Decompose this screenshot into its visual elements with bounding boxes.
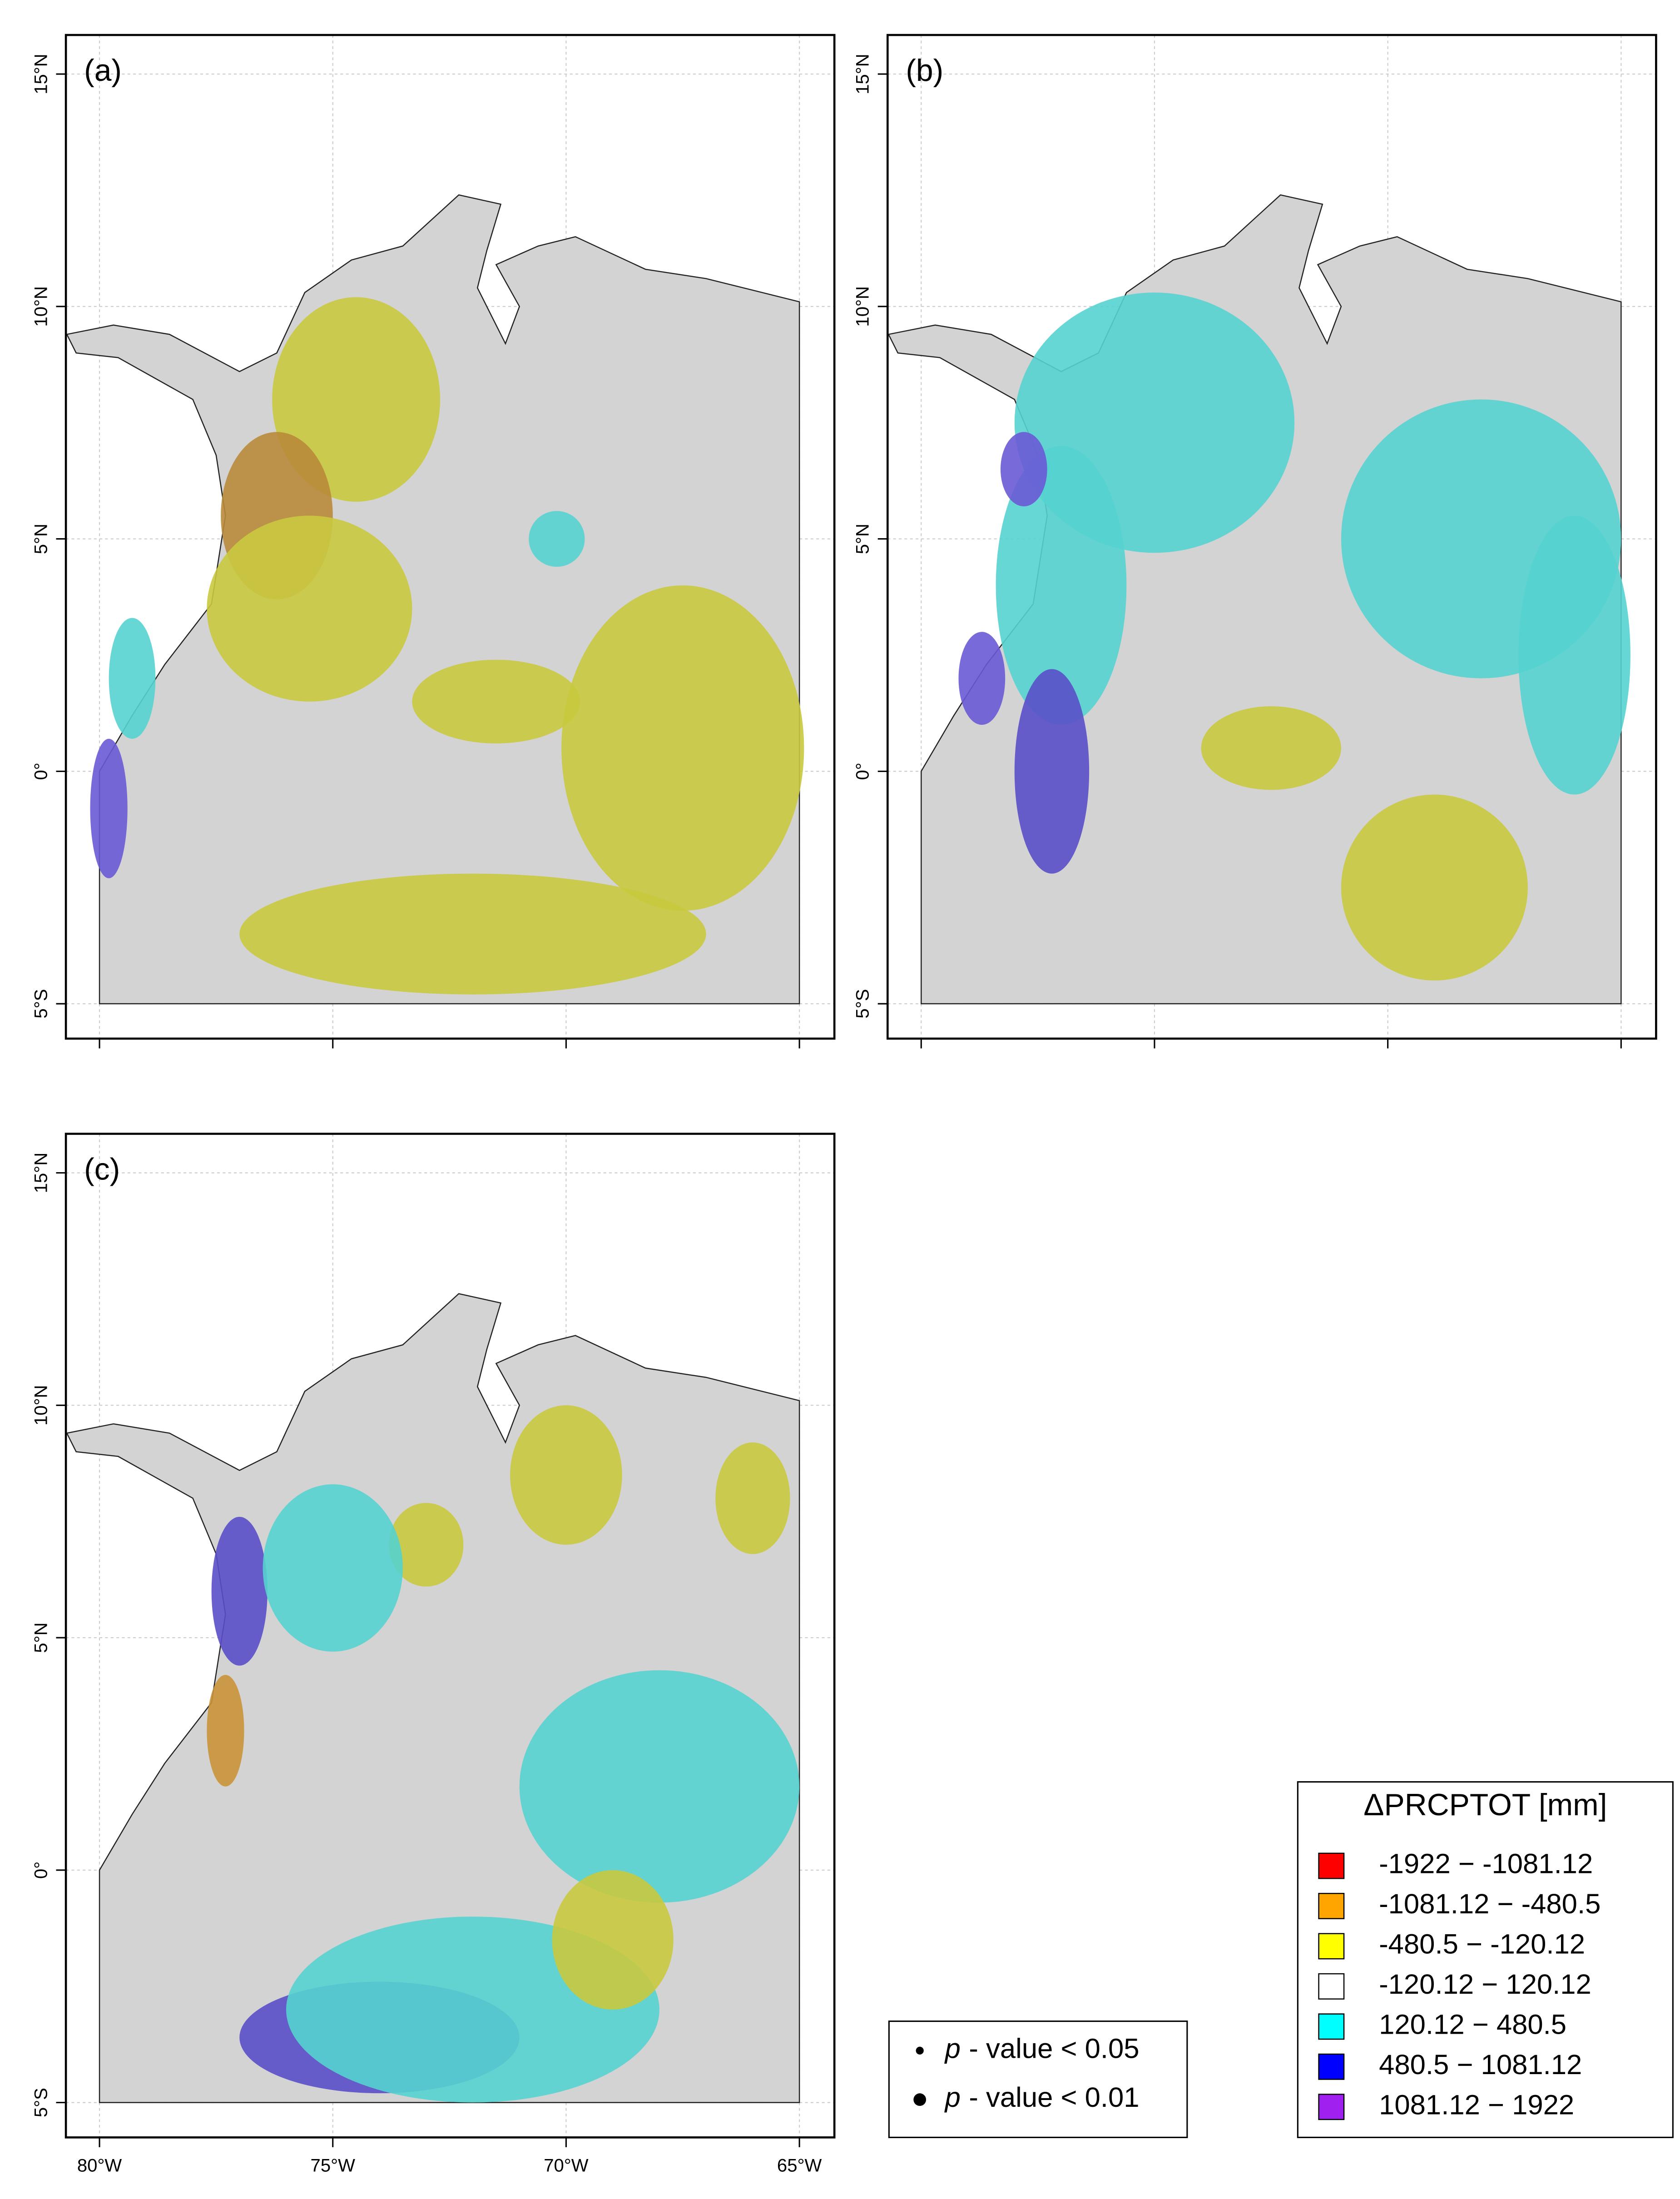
- legend-label: -120.12 − 120.12: [1379, 1969, 1591, 2000]
- panel-label: (b): [906, 54, 943, 88]
- significance-text: - value < 0.01: [969, 2082, 1139, 2113]
- legend-swatch: [1318, 2094, 1345, 2120]
- y-tick-label: 0°: [31, 763, 51, 780]
- y-tick-label: 15°N: [852, 54, 872, 94]
- y-tick-label: 5°N: [852, 524, 872, 554]
- anomaly-area: [510, 1405, 622, 1545]
- anomaly-area: [263, 1484, 403, 1652]
- p-symbol: p: [944, 2033, 961, 2065]
- anomaly-area: [207, 515, 412, 702]
- x-tick-label: 70°W: [544, 2156, 589, 2176]
- y-tick-label: 0°: [31, 1862, 51, 1879]
- anomaly-area: [389, 1503, 464, 1587]
- x-tick-label: 80°W: [77, 2156, 122, 2176]
- panel-frame: [64, 1133, 836, 2139]
- legend-box: [1297, 1781, 1674, 2138]
- anomaly-area: [715, 1442, 790, 1554]
- significance-label: p- value < 0.05: [944, 2033, 1140, 2065]
- anomaly-area: [207, 1674, 244, 1787]
- anomaly-area: [561, 585, 804, 911]
- significance-box: [888, 2021, 1188, 2138]
- y-tick-label: 10°N: [31, 1385, 51, 1426]
- y-tick-label: 5°S: [852, 989, 872, 1019]
- map-panel: 80°W 75°W 70°W 65°W 15°N 10°N 5°N 0° 5°S (c): [31, 1133, 836, 2176]
- anomaly-area: [239, 873, 706, 995]
- anomaly-area: [1201, 706, 1341, 790]
- anomaly-area: [1014, 669, 1090, 874]
- panel-label: (c): [84, 1153, 120, 1187]
- significance-text: - value < 0.05: [969, 2033, 1139, 2065]
- legend-title: ΔPRCPTOT [mm]: [1363, 1788, 1607, 1822]
- significance-dot: [916, 2046, 924, 2055]
- y-tick-label: 15°N: [31, 54, 51, 94]
- anomaly-area: [552, 1870, 674, 2010]
- legend-label: -1081.12 − -480.5: [1379, 1888, 1601, 1920]
- anomaly-area: [996, 446, 1127, 725]
- anomaly-area: [1000, 432, 1047, 506]
- panel-frame: [64, 34, 836, 1040]
- anomaly-area: [412, 659, 580, 743]
- legend-swatch: [1318, 1933, 1345, 1960]
- legend-label: 480.5 − 1081.12: [1379, 2049, 1582, 2080]
- legend-swatch: [1318, 1852, 1345, 1879]
- legend-label: -1922 − -1081.12: [1379, 1848, 1593, 1880]
- y-tick-label: 15°N: [31, 1153, 51, 1193]
- legend-swatch: [1318, 2053, 1345, 2080]
- legend-swatch: [1318, 1892, 1345, 1919]
- y-tick-label: 5°N: [31, 1622, 51, 1653]
- map-panel: 15°N 10°N 5°N 0° 5°S (b): [852, 34, 1657, 1049]
- y-tick-label: 0°: [852, 763, 872, 780]
- p-symbol: p: [944, 2082, 961, 2113]
- anomaly-area: [211, 1516, 268, 1666]
- panel-frame: [886, 34, 1657, 1040]
- y-tick-label: 10°N: [31, 286, 51, 327]
- y-tick-label: 5°S: [31, 2088, 51, 2117]
- significance-label: p - value < 0.01: [944, 2082, 1140, 2113]
- anomaly-area: [272, 297, 441, 502]
- x-tick-label: 65°W: [777, 2156, 822, 2176]
- legend-label: 120.12 − 480.5: [1379, 2009, 1566, 2041]
- legend-label: 1081.12 − 1922: [1379, 2089, 1574, 2120]
- panel-label: (a): [84, 54, 122, 88]
- anomaly-area: [519, 1670, 800, 1903]
- anomaly-area: [958, 632, 1006, 725]
- anomaly-area: [529, 511, 585, 567]
- anomaly-area: [109, 618, 156, 739]
- anomaly-area: [1518, 515, 1630, 795]
- legend-label: -480.5 − -120.12: [1379, 1929, 1585, 1960]
- y-tick-label: 5°S: [31, 989, 51, 1019]
- legend-swatch: [1318, 1973, 1345, 2000]
- x-tick-label: 75°W: [311, 2156, 356, 2176]
- y-tick-label: 10°N: [852, 286, 872, 327]
- significance-dot: [913, 2093, 927, 2106]
- y-tick-label: 5°N: [31, 524, 51, 554]
- legend-swatch: [1318, 2013, 1345, 2040]
- map-panel: 15°N 10°N 5°N 0° 5°S (a): [31, 34, 836, 1049]
- anomaly-area: [90, 738, 128, 878]
- anomaly-area: [1341, 794, 1528, 981]
